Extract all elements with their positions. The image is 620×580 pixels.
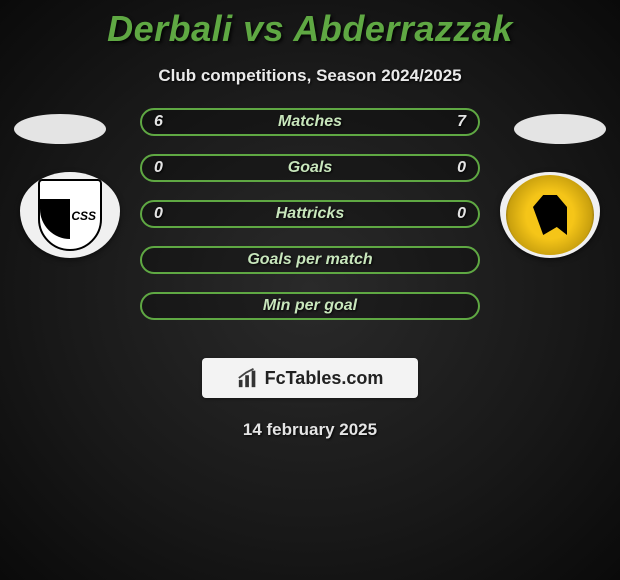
stat-label: Goals per match bbox=[247, 251, 372, 269]
chart-icon bbox=[237, 367, 259, 389]
stat-left-value: 6 bbox=[154, 113, 163, 131]
stat-right-value: 0 bbox=[457, 205, 466, 223]
comparison-panel: 6 Matches 7 0 Goals 0 0 Hattricks 0 Goal… bbox=[0, 114, 620, 344]
stat-row-min-per-goal: Min per goal bbox=[140, 292, 480, 320]
club-badge-right bbox=[500, 172, 600, 258]
stat-row-goals: 0 Goals 0 bbox=[140, 154, 480, 182]
player-marker-left bbox=[14, 114, 106, 144]
stat-left-value: 0 bbox=[154, 205, 163, 223]
page-title: Derbali vs Abderrazzak bbox=[0, 0, 620, 50]
stat-label: Matches bbox=[278, 113, 342, 131]
stat-label: Hattricks bbox=[276, 205, 344, 223]
club-badge-left bbox=[20, 172, 120, 258]
club-badge-left-inner bbox=[38, 179, 102, 251]
stat-right-value: 7 bbox=[457, 113, 466, 131]
stat-row-hattricks: 0 Hattricks 0 bbox=[140, 200, 480, 228]
brand-badge: FcTables.com bbox=[202, 358, 418, 398]
stat-row-goals-per-match: Goals per match bbox=[140, 246, 480, 274]
player-marker-right bbox=[514, 114, 606, 144]
brand-text: FcTables.com bbox=[265, 368, 384, 389]
stat-right-value: 0 bbox=[457, 159, 466, 177]
stat-row-matches: 6 Matches 7 bbox=[140, 108, 480, 136]
stat-left-value: 0 bbox=[154, 159, 163, 177]
date-text: 14 february 2025 bbox=[0, 420, 620, 440]
stat-label: Goals bbox=[288, 159, 332, 177]
stats-list: 6 Matches 7 0 Goals 0 0 Hattricks 0 Goal… bbox=[140, 108, 480, 320]
stat-label: Min per goal bbox=[263, 297, 357, 315]
club-badge-right-inner bbox=[506, 175, 594, 255]
subtitle: Club competitions, Season 2024/2025 bbox=[0, 66, 620, 86]
